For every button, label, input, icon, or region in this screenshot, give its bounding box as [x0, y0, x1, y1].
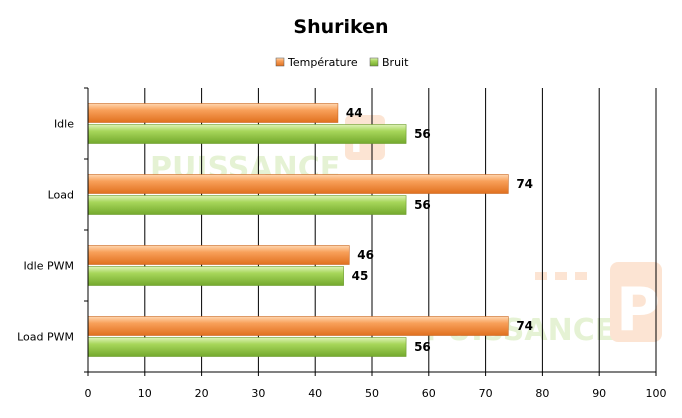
- bar-3-0: [87, 316, 509, 336]
- x-tick-label-7: 70: [479, 387, 493, 400]
- bar-0-0: [87, 103, 339, 123]
- bar-2-1: [87, 266, 344, 286]
- x-tick-label-3: 30: [251, 387, 265, 400]
- chart-title: Shuriken: [293, 16, 388, 38]
- x-tick-label-6: 60: [422, 387, 436, 400]
- watermark-logo-lower: PUISSANCE P: [425, 262, 662, 348]
- data-label-1-1: 56: [414, 198, 431, 212]
- legend-label-0: Température: [287, 56, 358, 69]
- watermark-pc-badge-lower: [610, 262, 662, 342]
- category-label-0: Idle: [54, 118, 74, 131]
- data-label-2-0: 46: [357, 248, 374, 262]
- data-label-3-0: 74: [516, 319, 533, 333]
- data-label-3-1: 56: [414, 340, 431, 354]
- data-label-0-0: 44: [346, 106, 363, 120]
- category-label-1: Load: [48, 189, 74, 202]
- watermark-logo: PUISSANCE P PUISSANCE P: [150, 115, 662, 348]
- x-tick-label-2: 20: [195, 387, 209, 400]
- x-tick-label-1: 10: [138, 387, 152, 400]
- bar-1-0: [87, 174, 509, 194]
- watermark-dash-3: [575, 272, 587, 280]
- category-label-3: Load PWM: [17, 331, 74, 344]
- category-label-2: Idle PWM: [23, 260, 74, 273]
- legend: Température Bruit: [275, 56, 409, 69]
- data-label-2-1: 45: [352, 269, 369, 283]
- legend-swatch-0: [275, 57, 285, 67]
- axes: [84, 87, 657, 376]
- legend-label-1: Bruit: [382, 56, 409, 69]
- x-tick-label-0: 0: [85, 387, 92, 400]
- bars: [87, 103, 509, 357]
- tick-labels: 0 10 20 30 40 50 60 70 80 90 100: [85, 387, 667, 400]
- watermark-letter-lower: P: [616, 275, 660, 345]
- bar-3-1: [87, 337, 407, 357]
- x-tick-label-9: 90: [592, 387, 606, 400]
- data-label-1-0: 74: [516, 177, 533, 191]
- x-tick-label-5: 50: [365, 387, 379, 400]
- category-labels: Idle Load Idle PWM Load PWM: [17, 118, 74, 344]
- data-labels: 44 56 74 56 46 45 74 56: [346, 106, 533, 354]
- legend-swatch-1: [369, 57, 379, 67]
- x-tick-label-10: 100: [646, 387, 667, 400]
- data-label-0-1: 56: [414, 127, 431, 141]
- bar-0-1: [87, 124, 407, 144]
- x-tick-label-8: 80: [535, 387, 549, 400]
- bar-1-1: [87, 195, 407, 215]
- watermark-dash-2: [555, 272, 567, 280]
- x-tick-label-4: 40: [308, 387, 322, 400]
- watermark-dash-1: [535, 272, 547, 280]
- bar-2-0: [87, 245, 350, 265]
